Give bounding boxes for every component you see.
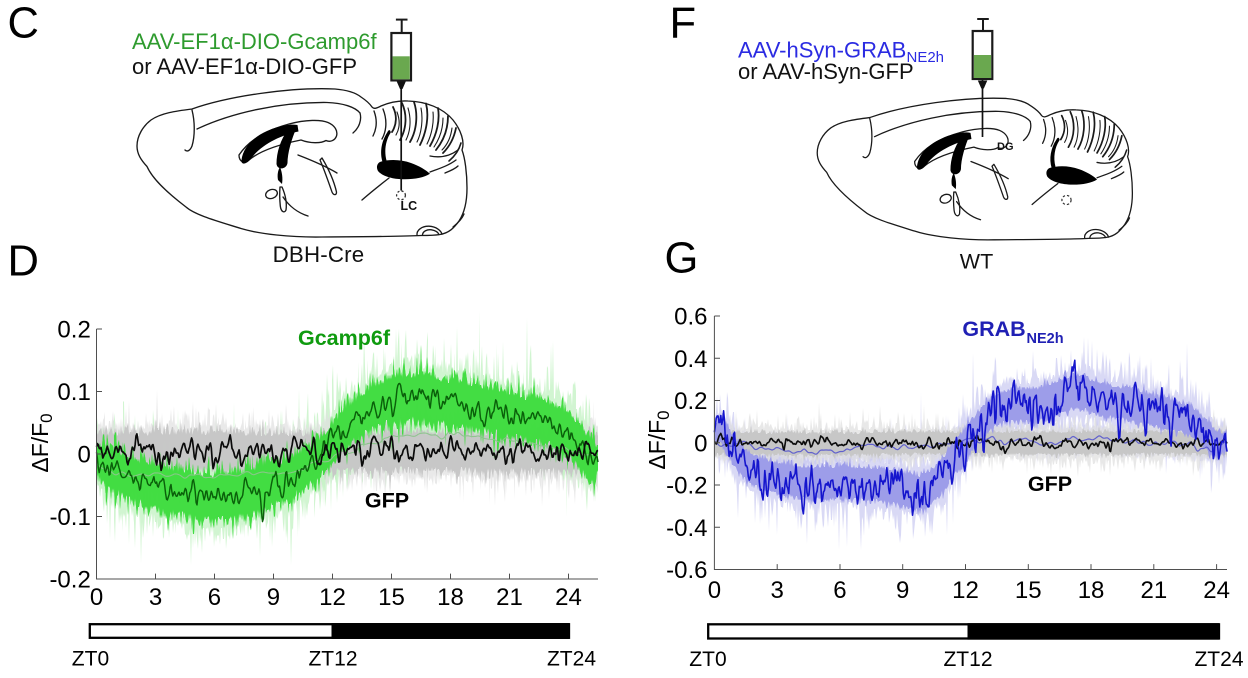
svg-text:LC: LC xyxy=(401,199,418,213)
svg-text:-0.4: -0.4 xyxy=(666,515,707,542)
svg-text:-0.1: -0.1 xyxy=(49,504,90,531)
svg-text:NE2h: NE2h xyxy=(907,49,945,66)
svg-text:12: 12 xyxy=(952,577,979,604)
svg-text:9: 9 xyxy=(267,584,280,611)
svg-text:18: 18 xyxy=(437,584,464,611)
svg-text:ZT12: ZT12 xyxy=(308,648,357,671)
svg-text:0: 0 xyxy=(694,430,707,457)
svg-text:F: F xyxy=(670,0,697,47)
svg-text:9: 9 xyxy=(896,577,909,604)
svg-text:18: 18 xyxy=(1078,577,1105,604)
svg-text:0: 0 xyxy=(90,584,103,611)
svg-text:ΔF/F0: ΔF/F0 xyxy=(644,410,673,469)
svg-text:ZT0: ZT0 xyxy=(689,648,726,671)
svg-text:or AAV-EF1α-DIO-GFP: or AAV-EF1α-DIO-GFP xyxy=(132,54,357,79)
svg-text:WT: WT xyxy=(960,250,993,274)
svg-text:GFP: GFP xyxy=(1028,472,1072,496)
svg-text:DG: DG xyxy=(997,141,1014,153)
svg-text:0: 0 xyxy=(708,577,721,604)
svg-text:3: 3 xyxy=(149,584,162,611)
svg-text:0.2: 0.2 xyxy=(674,388,707,415)
svg-text:0.6: 0.6 xyxy=(674,304,707,331)
svg-text:DBH-Cre: DBH-Cre xyxy=(273,242,365,267)
svg-text:0.2: 0.2 xyxy=(57,317,90,344)
svg-text:-0.2: -0.2 xyxy=(666,473,707,500)
svg-text:D: D xyxy=(8,237,39,285)
svg-text:AAV-EF1α-DIO-Gcamp6f: AAV-EF1α-DIO-Gcamp6f xyxy=(132,29,377,54)
svg-text:3: 3 xyxy=(770,577,783,604)
svg-text:15: 15 xyxy=(378,584,405,611)
svg-text:24: 24 xyxy=(555,584,582,611)
svg-text:AAV-hSyn-GRAB: AAV-hSyn-GRAB xyxy=(738,38,906,63)
svg-text:ZT24: ZT24 xyxy=(547,648,596,671)
svg-text:15: 15 xyxy=(1015,577,1042,604)
svg-text:-0.6: -0.6 xyxy=(666,557,707,584)
svg-text:12: 12 xyxy=(319,584,346,611)
svg-text:-0.2: -0.2 xyxy=(49,567,90,594)
svg-text:Gcamp6f: Gcamp6f xyxy=(298,326,391,350)
svg-text:GFP: GFP xyxy=(365,489,409,513)
svg-text:0: 0 xyxy=(77,442,90,469)
svg-text:NE2h: NE2h xyxy=(1027,331,1064,347)
svg-text:ZT24: ZT24 xyxy=(1194,648,1243,671)
svg-text:21: 21 xyxy=(496,584,523,611)
svg-text:21: 21 xyxy=(1140,577,1167,604)
svg-text:ΔF/F0: ΔF/F0 xyxy=(27,413,56,472)
svg-text:0.4: 0.4 xyxy=(674,346,707,373)
svg-text:24: 24 xyxy=(1203,577,1230,604)
svg-text:0.1: 0.1 xyxy=(57,379,90,406)
svg-text:or AAV-hSyn-GFP: or AAV-hSyn-GFP xyxy=(738,59,914,84)
svg-text:6: 6 xyxy=(833,577,846,604)
svg-text:ZT12: ZT12 xyxy=(943,648,992,671)
svg-text:G: G xyxy=(665,234,699,282)
svg-text:GRAB: GRAB xyxy=(962,317,1025,341)
svg-text:C: C xyxy=(8,0,39,47)
svg-text:ZT0: ZT0 xyxy=(72,648,109,671)
svg-text:6: 6 xyxy=(208,584,221,611)
